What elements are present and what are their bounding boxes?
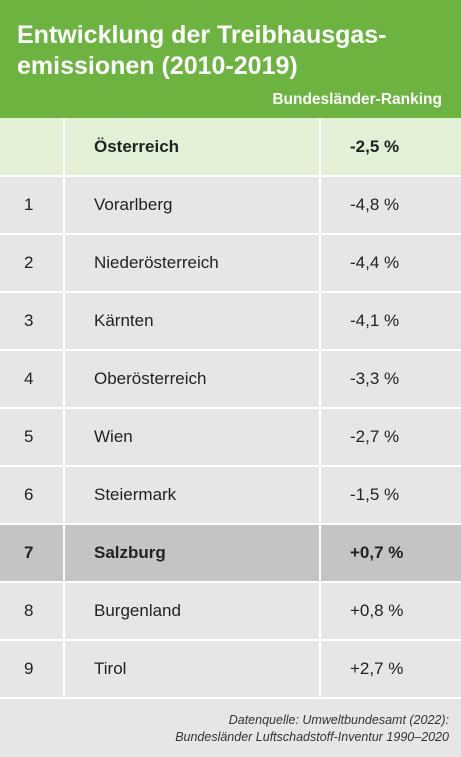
value-cell: +0,7 % (350, 543, 404, 562)
table-row: 9 Tirol +2,7 % (0, 641, 461, 699)
rank-cell: 2 (24, 253, 34, 272)
value-cell: -4,4 % (350, 253, 400, 272)
source-line-1: Datenquelle: Umweltbundesamt (2022): (228, 713, 449, 727)
name-cell: Wien (63, 409, 321, 465)
chart-title: Entwicklung der Treibhausgas-emissionen … (17, 21, 387, 80)
rank-cell (0, 118, 63, 175)
ranking-table: Österreich -2,5 % 1 Vorarlberg -4,8 % 2 … (0, 118, 461, 699)
table-row: 3 Kärnten -4,1 % (0, 293, 461, 351)
table-row: 1 Vorarlberg -4,8 % (0, 177, 461, 235)
table-row: 8 Burgenland +0,8 % (0, 583, 461, 641)
source-line-2: Bundesländer Luftschadstoff-Inventur 199… (175, 730, 449, 744)
table-row-highlighted: 7 Salzburg +0,7 % (0, 525, 461, 583)
rank-cell: 4 (24, 369, 34, 388)
value-cell: -4,8 % (350, 195, 400, 214)
table-row: 5 Wien -2,7 % (0, 409, 461, 467)
rank-cell: 6 (24, 485, 34, 504)
header-band: Entwicklung der Treibhausgas-emissionen … (0, 0, 461, 118)
name-cell: Österreich (63, 118, 321, 175)
rank-cell: 3 (24, 311, 34, 330)
value-cell: -3,3 % (350, 369, 400, 388)
name-cell: Salzburg (63, 525, 321, 581)
table-row: 2 Niederösterreich -4,4 % (0, 235, 461, 293)
rank-cell: 9 (24, 659, 34, 678)
rank-cell: 1 (24, 195, 34, 214)
name-cell: Tirol (63, 641, 321, 697)
table-row-total: Österreich -2,5 % (0, 118, 461, 177)
source-note: Datenquelle: Umweltbundesamt (2022): Bun… (9, 712, 449, 746)
name-cell: Vorarlberg (63, 177, 321, 233)
rank-cell: 5 (24, 427, 34, 446)
name-cell: Oberösterreich (63, 351, 321, 407)
name-cell: Niederösterreich (63, 235, 321, 291)
value-cell: -4,1 % (350, 311, 400, 330)
chart-subtitle: Bundesländer-Ranking (272, 91, 442, 108)
name-cell: Steiermark (63, 467, 321, 523)
table-row: 6 Steiermark -1,5 % (0, 467, 461, 525)
rank-cell: 8 (24, 601, 34, 620)
value-cell: -2,5 % (350, 136, 400, 156)
name-cell: Burgenland (63, 583, 321, 639)
value-cell: +2,7 % (350, 659, 404, 678)
value-cell: -1,5 % (350, 485, 400, 504)
table-row: 4 Oberösterreich -3,3 % (0, 351, 461, 409)
rank-cell: 7 (24, 543, 34, 562)
value-cell: -2,7 % (350, 427, 400, 446)
name-cell: Kärnten (63, 293, 321, 349)
value-cell: +0,8 % (350, 601, 404, 620)
